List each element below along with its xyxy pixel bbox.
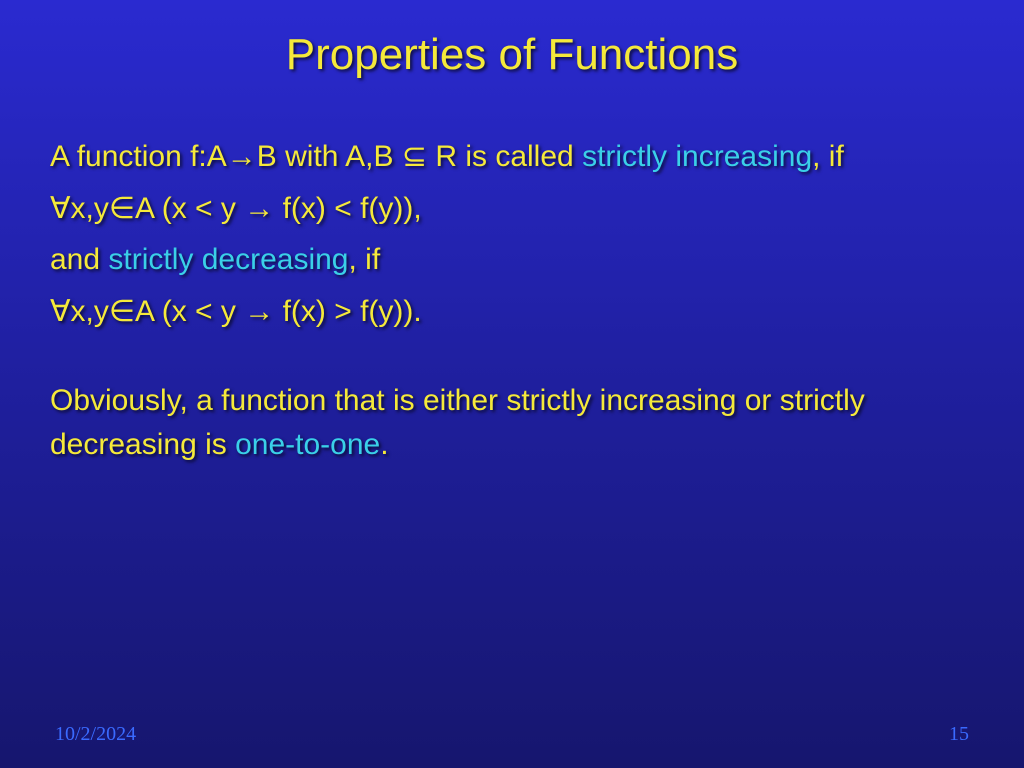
highlight-term: strictly increasing <box>582 140 812 173</box>
footer-page-number: 15 <box>949 723 969 746</box>
text-fragment: x,y <box>71 295 109 328</box>
definition-line-2: and strictly decreasing, if <box>50 238 984 282</box>
element-symbol: ∈ <box>109 295 135 328</box>
slide: Properties of Functions A function f:A→B… <box>0 0 1024 768</box>
forall-symbol: ∀ <box>50 192 71 225</box>
text-fragment: . <box>380 428 388 461</box>
highlight-term: strictly decreasing <box>108 243 348 276</box>
text-fragment: Obviously, a function that is either str… <box>50 384 865 461</box>
text-fragment: f(x) < f(y)), <box>274 192 421 225</box>
text-fragment: R is called <box>427 140 582 173</box>
slide-body: A function f:A→B with A,B ⊆ R is called … <box>30 135 994 466</box>
definition-line-1: A function f:A→B with A,B ⊆ R is called … <box>50 135 984 179</box>
implies-symbol: → <box>244 295 274 328</box>
text-fragment: , if <box>348 243 380 276</box>
text-fragment: A function f:A <box>50 140 227 173</box>
text-fragment: , if <box>812 140 844 173</box>
text-fragment: A (x < y <box>135 295 244 328</box>
text-fragment: f(x) > f(y)). <box>274 295 421 328</box>
text-fragment: and <box>50 243 108 276</box>
footer-date: 10/2/2024 <box>55 723 136 746</box>
formula-line-1: ∀x,y∈A (x < y → f(x) < f(y)), <box>50 187 984 231</box>
text-fragment: A (x < y <box>135 192 244 225</box>
forall-symbol: ∀ <box>50 295 71 328</box>
slide-title: Properties of Functions <box>30 30 994 80</box>
highlight-term: one-to-one <box>235 428 380 461</box>
arrow-symbol: → <box>227 140 257 173</box>
implies-symbol: → <box>244 192 274 225</box>
element-symbol: ∈ <box>109 192 135 225</box>
conclusion-line: Obviously, a function that is either str… <box>50 379 984 466</box>
formula-line-2: ∀x,y∈A (x < y → f(x) > f(y)). <box>50 290 984 334</box>
slide-footer: 10/2/2024 15 <box>0 723 1024 746</box>
text-fragment: B with A,B <box>257 140 402 173</box>
text-fragment: x,y <box>71 192 109 225</box>
spacer <box>50 341 984 379</box>
subset-symbol: ⊆ <box>402 140 427 173</box>
